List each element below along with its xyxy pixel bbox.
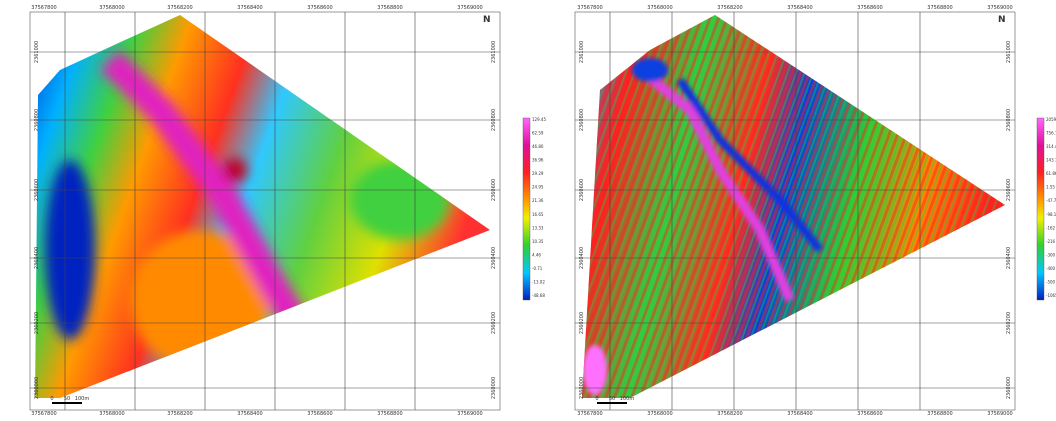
y-coord-right: 2360200 (1006, 312, 1012, 334)
x-coord-bottom: 37569000 (987, 411, 1012, 417)
y-coord-left: 2360400 (34, 247, 40, 269)
scale-label: 100m (75, 396, 90, 402)
legend-label: 4.46 (532, 252, 541, 257)
x-coord-top: 37568800 (377, 5, 402, 11)
legend-label: -0.71 (532, 266, 543, 271)
y-coord-left: 2360000 (34, 377, 40, 399)
legend-label: -1065 (1046, 293, 1056, 298)
x-coord-top: 37568600 (857, 5, 882, 11)
x-coord-bottom: 37567800 (31, 411, 56, 417)
north-arrow: N (483, 15, 491, 25)
y-coord-right: 2360000 (1006, 377, 1012, 399)
legend-label: -98.1 (1046, 212, 1056, 217)
north-arrow: N (998, 15, 1006, 25)
legend-label: 13.33 (532, 225, 544, 230)
map-2 (575, 12, 1044, 410)
legend-label: -162 (1046, 225, 1056, 230)
x-coord-top: 37568200 (167, 5, 192, 11)
legend-label: -47.7 (1046, 198, 1056, 203)
x-coord-top: 37568400 (787, 5, 812, 11)
x-coord-top: 37568200 (717, 5, 742, 11)
y-coord-left: 2360800 (579, 109, 585, 131)
x-coord-bottom: 37568800 (927, 411, 952, 417)
legend-label: 36.96 (532, 158, 544, 163)
y-coord-right: 2360600 (1006, 179, 1012, 201)
x-coord-top: 37567800 (31, 5, 56, 11)
y-coord-left: 2361000 (34, 41, 40, 63)
x-coord-bottom: 37568600 (307, 411, 332, 417)
legend-label: 1.55 (1046, 185, 1055, 190)
legend-label: 756.7 (1046, 131, 1056, 136)
y-coord-left: 2360200 (34, 312, 40, 334)
legend-label: 143.7 (1046, 158, 1056, 163)
x-coord-bottom: 37569000 (457, 411, 482, 417)
y-coord-left: 2360200 (579, 312, 585, 334)
scale-label: 50 (64, 396, 70, 402)
legend-label: -300 (1046, 252, 1056, 257)
scale-bar (597, 402, 627, 404)
y-coord-left: 2360000 (579, 377, 585, 399)
x-coord-top: 37568800 (927, 5, 952, 11)
scale-bar (52, 402, 82, 404)
x-coord-top: 37569000 (987, 5, 1012, 11)
x-coord-top: 37568600 (307, 5, 332, 11)
scale-label: 50 (609, 396, 615, 402)
scale-label: 100m (620, 396, 635, 402)
legend-label: 61.86 (1046, 171, 1056, 176)
y-coord-left: 2360600 (579, 179, 585, 201)
x-coord-bottom: 37568400 (787, 411, 812, 417)
legend-label: 314.4 (1046, 144, 1056, 149)
legend-label: -500 (1046, 279, 1056, 284)
x-coord-top: 37568000 (647, 5, 672, 11)
x-coord-bottom: 37568600 (857, 411, 882, 417)
y-coord-right: 2360400 (1006, 247, 1012, 269)
y-coord-right: 2360400 (491, 247, 497, 269)
y-coord-left: 2361000 (579, 41, 585, 63)
legend-label: 16.65 (532, 212, 544, 217)
legend-label: -48.68 (532, 293, 545, 298)
legend-label: 2059 (1046, 117, 1056, 122)
y-coord-right: 2361000 (1006, 41, 1012, 63)
y-coord-right: 2361000 (491, 41, 497, 63)
map-1 (30, 12, 530, 410)
x-coord-bottom: 37567800 (577, 411, 602, 417)
legend-label: 129.45 (532, 117, 546, 122)
scale-label: 0 (595, 396, 598, 402)
x-coord-bottom: 37568200 (717, 411, 742, 417)
x-coord-top: 37568400 (237, 5, 262, 11)
x-coord-bottom: 37568200 (167, 411, 192, 417)
legend-label: -216 (1046, 239, 1056, 244)
legend-label: 10.35 (532, 239, 544, 244)
x-coord-bottom: 37568800 (377, 411, 402, 417)
x-coord-top: 37569000 (457, 5, 482, 11)
y-coord-left: 2360400 (579, 247, 585, 269)
x-coord-bottom: 37568000 (647, 411, 672, 417)
legend-label: 24.95 (532, 185, 544, 190)
y-coord-right: 2360600 (491, 179, 497, 201)
legend-label: -13.02 (532, 279, 545, 284)
y-coord-right: 2360800 (1006, 109, 1012, 131)
legend-label: -400 (1046, 266, 1056, 271)
y-coord-right: 2360800 (491, 109, 497, 131)
x-coord-top: 37567800 (577, 5, 602, 11)
x-coord-bottom: 37568000 (99, 411, 124, 417)
y-coord-left: 2360800 (34, 109, 40, 131)
scale-label: 0 (50, 396, 53, 402)
y-coord-right: 2360200 (491, 312, 497, 334)
x-coord-top: 37568000 (99, 5, 124, 11)
legend-label: 62.59 (532, 131, 544, 136)
legend-label: 46.80 (532, 144, 544, 149)
y-coord-left: 2360600 (34, 179, 40, 201)
y-coord-right: 2360000 (491, 377, 497, 399)
x-coord-bottom: 37568400 (237, 411, 262, 417)
page: 37567800 37567800 37568000 37568000 37568200… (0, 0, 1056, 417)
legend-label: 29.29 (532, 171, 544, 176)
legend-label: 21.36 (532, 198, 544, 203)
